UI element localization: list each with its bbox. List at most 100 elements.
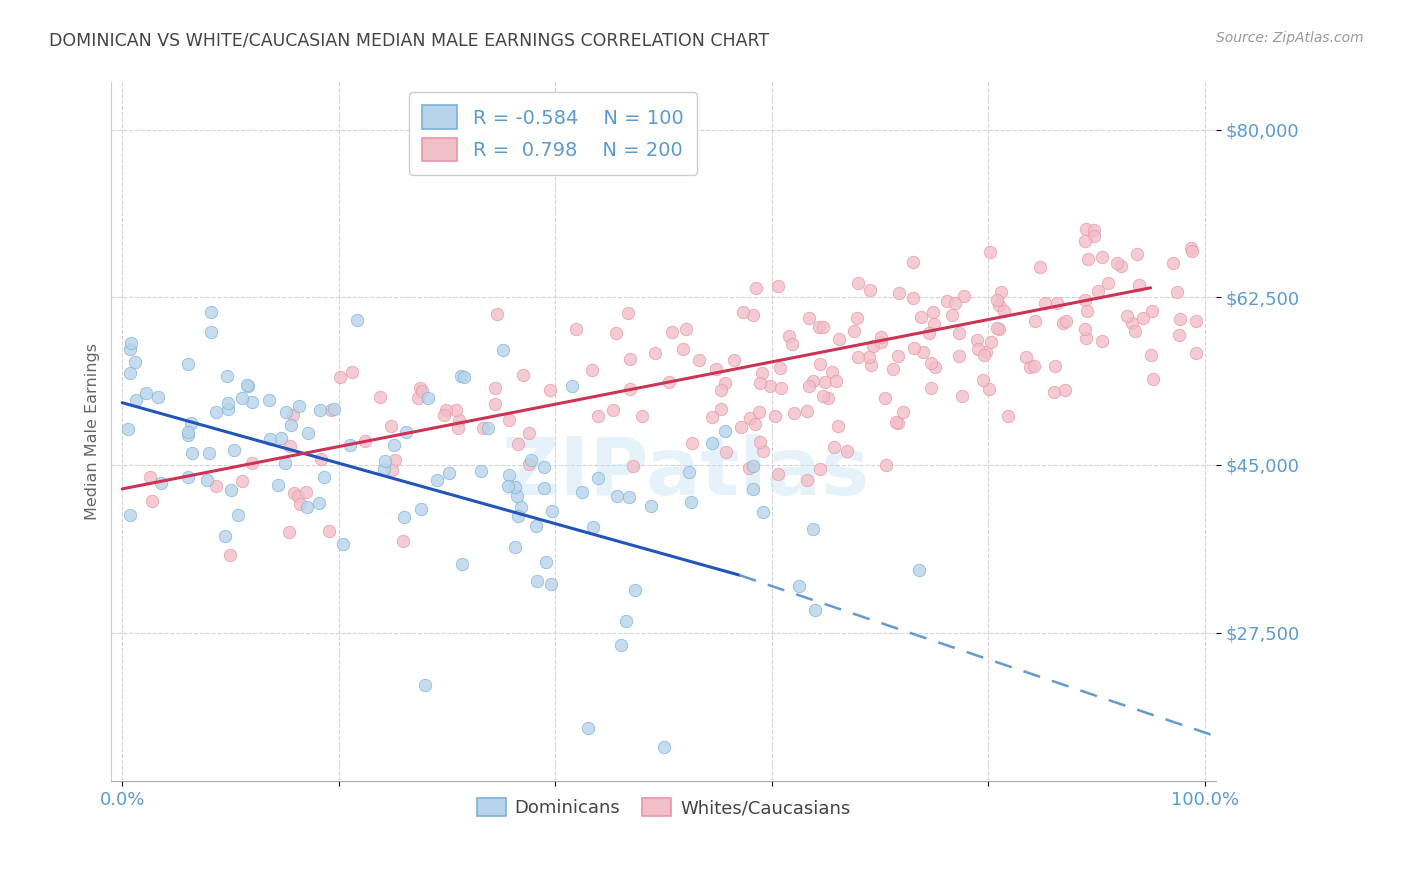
Point	[742, 459, 765, 474]
Point	[910, 310, 932, 324]
Text: ZIPatlas: ZIPatlas	[502, 434, 870, 512]
Point	[278, 439, 301, 453]
Point	[1046, 296, 1069, 310]
Point	[391, 534, 413, 549]
Point	[1126, 247, 1149, 261]
Point	[749, 435, 772, 450]
Point	[624, 582, 647, 597]
Point	[979, 244, 1001, 259]
Point	[859, 283, 882, 297]
Point	[980, 334, 1002, 349]
Point	[801, 374, 824, 388]
Point	[283, 486, 305, 500]
Point	[986, 321, 1008, 335]
Point	[922, 317, 945, 331]
Point	[882, 362, 904, 376]
Text: DOMINICAN VS WHITE/CAUCASIAN MEDIAN MALE EARNINGS CORRELATION CHART: DOMINICAN VS WHITE/CAUCASIAN MEDIAN MALE…	[49, 31, 769, 49]
Point	[661, 326, 683, 340]
Point	[498, 413, 520, 427]
Point	[993, 303, 1015, 318]
Point	[138, 469, 160, 483]
Point	[588, 471, 610, 485]
Point	[1024, 359, 1046, 373]
Point	[817, 391, 839, 405]
Point	[924, 360, 946, 375]
Point	[181, 446, 204, 460]
Point	[1074, 293, 1097, 307]
Point	[700, 435, 723, 450]
Point	[901, 291, 924, 305]
Point	[825, 374, 848, 388]
Point	[1076, 222, 1098, 236]
Point	[614, 614, 637, 628]
Point	[447, 421, 470, 435]
Point	[1105, 255, 1128, 269]
Point	[621, 459, 644, 474]
Point	[1184, 346, 1206, 360]
Point	[1087, 284, 1109, 298]
Point	[561, 378, 583, 392]
Point	[769, 361, 792, 376]
Point	[426, 473, 449, 487]
Point	[821, 365, 844, 379]
Point	[827, 419, 849, 434]
Point	[280, 417, 302, 432]
Point	[287, 399, 309, 413]
Text: Source: ZipAtlas.com: Source: ZipAtlas.com	[1216, 31, 1364, 45]
Point	[323, 402, 346, 417]
Point	[769, 381, 792, 395]
Point	[141, 494, 163, 508]
Point	[605, 326, 627, 341]
Point	[870, 330, 893, 344]
Point	[259, 433, 281, 447]
Point	[453, 369, 475, 384]
Point	[498, 468, 520, 483]
Point	[797, 378, 820, 392]
Point	[738, 461, 761, 475]
Point	[471, 420, 494, 434]
Point	[948, 326, 970, 340]
Point	[278, 524, 301, 539]
Point	[205, 405, 228, 419]
Point	[373, 453, 395, 467]
Point	[828, 331, 851, 345]
Point	[907, 563, 929, 577]
Point	[752, 444, 775, 458]
Point	[534, 555, 557, 569]
Point	[997, 409, 1019, 424]
Point	[953, 288, 976, 302]
Point	[875, 458, 897, 472]
Point	[787, 580, 810, 594]
Point	[988, 298, 1011, 312]
Point	[811, 388, 834, 402]
Point	[382, 437, 405, 451]
Point	[392, 510, 415, 524]
Point	[763, 409, 786, 424]
Point	[846, 350, 869, 364]
Point	[1185, 314, 1208, 328]
Point	[675, 321, 697, 335]
Point	[1168, 327, 1191, 342]
Point	[308, 403, 330, 417]
Point	[339, 438, 361, 452]
Y-axis label: Median Male Earnings: Median Male Earnings	[86, 343, 100, 520]
Point	[920, 356, 942, 370]
Point	[887, 286, 910, 301]
Point	[730, 420, 752, 434]
Point	[891, 404, 914, 418]
Point	[688, 353, 710, 368]
Point	[748, 405, 770, 419]
Point	[823, 440, 845, 454]
Point	[125, 392, 148, 407]
Point	[617, 306, 640, 320]
Point	[231, 391, 253, 405]
Point	[295, 500, 318, 515]
Point	[319, 403, 342, 417]
Point	[630, 409, 652, 423]
Point	[281, 409, 304, 423]
Point	[1109, 260, 1132, 274]
Point	[177, 470, 200, 484]
Point	[477, 421, 499, 435]
Point	[748, 376, 770, 391]
Point	[150, 476, 173, 491]
